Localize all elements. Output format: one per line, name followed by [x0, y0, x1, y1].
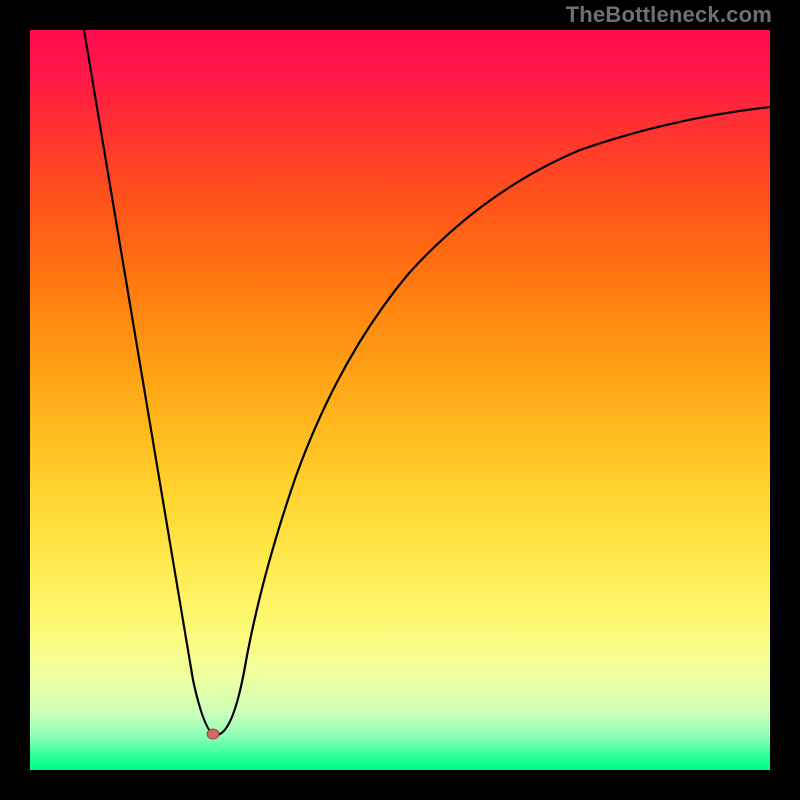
- watermark-text: TheBottleneck.com: [566, 2, 772, 28]
- chart-stage: TheBottleneck.com: [0, 0, 800, 800]
- plot-area: [30, 30, 770, 770]
- minimum-marker: [207, 729, 219, 739]
- plot-svg: [0, 0, 800, 800]
